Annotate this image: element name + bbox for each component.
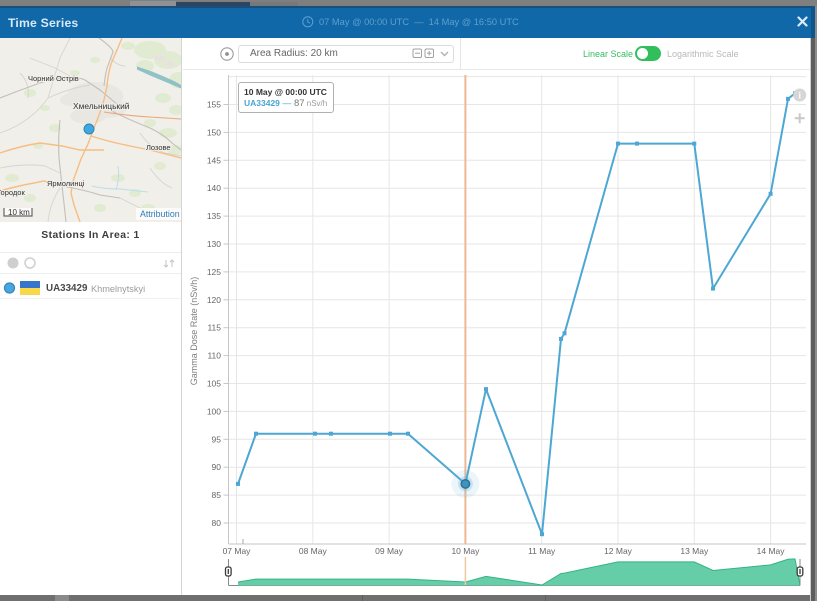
svg-text:Хмельницький: Хмельницький [73, 101, 130, 111]
svg-text:80: 80 [212, 518, 222, 528]
svg-text:130: 130 [207, 239, 221, 249]
svg-text:10 May: 10 May [451, 546, 480, 556]
svg-text:Городок: Городок [0, 188, 25, 197]
svg-text:95: 95 [212, 434, 222, 444]
svg-text:10 km: 10 km [8, 208, 30, 217]
svg-text:09 May: 09 May [375, 546, 404, 556]
svg-text:11 May: 11 May [528, 546, 556, 556]
svg-text:90: 90 [212, 462, 222, 472]
svg-text:100: 100 [207, 406, 221, 416]
svg-text:12 May: 12 May [604, 546, 633, 556]
svg-text:105: 105 [207, 379, 221, 389]
svg-text:110: 110 [207, 351, 221, 361]
svg-text:Лозове: Лозове [146, 143, 171, 152]
svg-text:115: 115 [207, 323, 221, 333]
svg-text:14 May: 14 May [757, 546, 786, 556]
svg-text:Ярмолинці: Ярмолинці [47, 179, 85, 188]
svg-text:Attribution: Attribution [140, 209, 180, 219]
svg-text:155: 155 [207, 100, 221, 110]
svg-text:120: 120 [207, 295, 221, 305]
svg-text:150: 150 [207, 127, 221, 137]
svg-text:85: 85 [212, 490, 222, 500]
svg-text:Gamma Dose Rate (nSv/h): Gamma Dose Rate (nSv/h) [189, 277, 199, 386]
svg-text:135: 135 [207, 211, 221, 221]
svg-text:07 May: 07 May [223, 546, 252, 556]
svg-text:i: i [798, 91, 801, 101]
svg-text:13 May: 13 May [680, 546, 709, 556]
svg-text:140: 140 [207, 183, 221, 193]
svg-text:Чорний Острів: Чорний Острів [28, 74, 79, 83]
svg-text:08 May: 08 May [299, 546, 328, 556]
svg-text:145: 145 [207, 155, 221, 165]
svg-text:125: 125 [207, 267, 221, 277]
